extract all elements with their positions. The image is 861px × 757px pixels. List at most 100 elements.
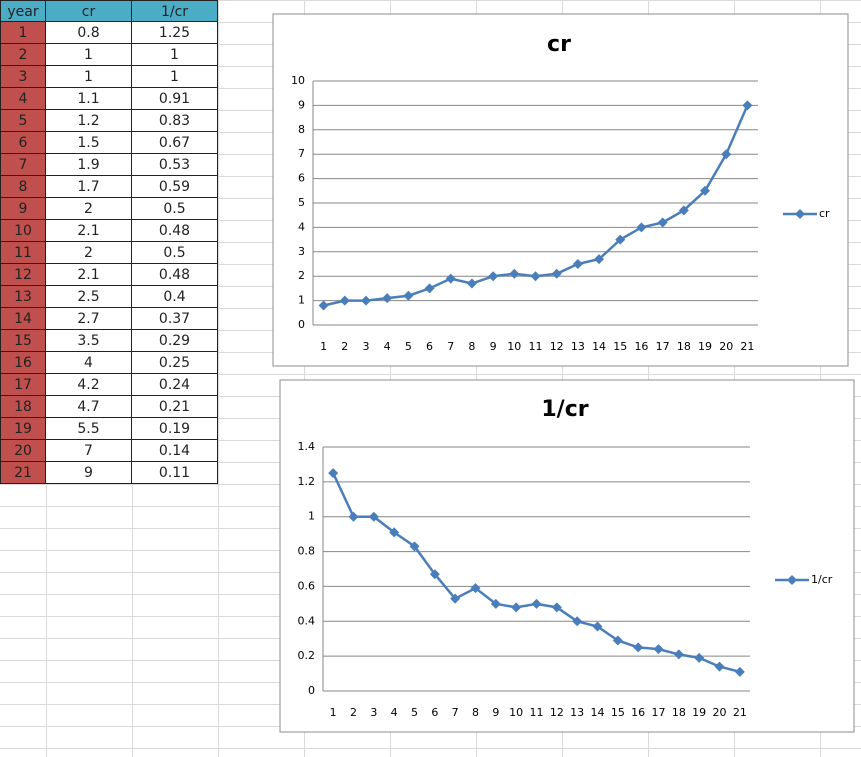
chart-title: cr bbox=[547, 32, 571, 57]
data-marker bbox=[572, 616, 583, 627]
x-tick-label: 7 bbox=[447, 340, 454, 353]
y-tick-label: 9 bbox=[298, 98, 305, 111]
table-cell: 4 bbox=[0, 88, 46, 110]
x-tick-label: 9 bbox=[492, 706, 499, 719]
x-tick-label: 4 bbox=[391, 706, 398, 719]
data-marker bbox=[657, 217, 668, 228]
y-tick-label: 0.6 bbox=[298, 579, 316, 592]
y-tick-label: 8 bbox=[298, 123, 305, 136]
table-cell: 0.48 bbox=[132, 264, 218, 286]
table-cell: 4 bbox=[46, 352, 132, 374]
table-cell: 0.14 bbox=[132, 440, 218, 462]
table-cell: 19 bbox=[0, 418, 46, 440]
table-cell: 1 bbox=[0, 22, 46, 44]
table-cell: 1.7 bbox=[46, 176, 132, 198]
data-marker bbox=[530, 271, 541, 282]
table-cell: 5 bbox=[0, 110, 46, 132]
y-tick-label: 1 bbox=[308, 510, 315, 523]
x-tick-label: 2 bbox=[341, 340, 348, 353]
x-tick-label: 15 bbox=[613, 340, 627, 353]
data-marker bbox=[734, 666, 745, 677]
table-cell: 0.25 bbox=[132, 352, 218, 374]
table-cell: 0.53 bbox=[132, 154, 218, 176]
y-tick-label: 1 bbox=[298, 294, 305, 307]
x-tick-label: 3 bbox=[370, 706, 377, 719]
table-cell: 1.2 bbox=[46, 110, 132, 132]
table-cell: 3 bbox=[0, 66, 46, 88]
data-marker bbox=[594, 254, 605, 265]
x-tick-label: 12 bbox=[550, 706, 564, 719]
table-cell: year bbox=[0, 0, 46, 22]
table-cell: 0.48 bbox=[132, 220, 218, 242]
y-tick-label: 6 bbox=[298, 172, 305, 185]
table-cell: 0.4 bbox=[132, 286, 218, 308]
y-tick-label: 10 bbox=[291, 74, 305, 87]
data-marker bbox=[615, 234, 626, 245]
y-tick-label: 2 bbox=[298, 269, 305, 282]
data-marker bbox=[382, 293, 393, 304]
table-cell: 21 bbox=[0, 462, 46, 484]
table-cell: 7 bbox=[0, 154, 46, 176]
data-marker bbox=[328, 468, 339, 479]
data-marker bbox=[450, 593, 461, 604]
table-cell: 1.25 bbox=[132, 22, 218, 44]
x-tick-label: 20 bbox=[719, 340, 733, 353]
chart-frame bbox=[272, 13, 849, 367]
y-tick-label: 0.8 bbox=[298, 545, 316, 558]
y-tick-label: 1.4 bbox=[298, 440, 316, 453]
data-marker bbox=[445, 273, 456, 284]
data-marker bbox=[678, 205, 689, 216]
x-tick-label: 17 bbox=[652, 706, 666, 719]
data-marker bbox=[673, 649, 684, 660]
x-tick-label: 18 bbox=[677, 340, 691, 353]
x-tick-label: 19 bbox=[698, 340, 712, 353]
data-marker bbox=[488, 271, 499, 282]
table-cell: 3.5 bbox=[46, 330, 132, 352]
data-marker bbox=[403, 290, 414, 301]
legend-marker bbox=[795, 209, 805, 219]
y-tick-label: 7 bbox=[298, 147, 305, 160]
table-cell: 0.91 bbox=[132, 88, 218, 110]
x-tick-label: 2 bbox=[350, 706, 357, 719]
table-cell: 0.21 bbox=[132, 396, 218, 418]
data-marker bbox=[339, 295, 350, 306]
x-tick-label: 5 bbox=[405, 340, 412, 353]
table-cell: 1 bbox=[46, 66, 132, 88]
data-marker bbox=[636, 222, 647, 233]
table-cell: 17 bbox=[0, 374, 46, 396]
table-cell: 4.2 bbox=[46, 374, 132, 396]
table-cell: cr bbox=[46, 0, 132, 22]
legend-marker bbox=[787, 575, 797, 585]
x-tick-label: 5 bbox=[411, 706, 418, 719]
data-marker bbox=[368, 511, 379, 522]
table-cell: 2 bbox=[46, 242, 132, 264]
chart-title: 1/cr bbox=[541, 397, 588, 422]
x-tick-label: 13 bbox=[570, 706, 584, 719]
y-tick-label: 0.2 bbox=[298, 649, 316, 662]
x-tick-label: 21 bbox=[733, 706, 747, 719]
table-cell: 2 bbox=[46, 198, 132, 220]
data-marker bbox=[470, 583, 481, 594]
table-cell: 0.37 bbox=[132, 308, 218, 330]
data-marker bbox=[509, 268, 520, 279]
x-tick-label: 10 bbox=[509, 706, 523, 719]
legend-label: cr bbox=[819, 207, 830, 220]
table-cell: 20 bbox=[0, 440, 46, 462]
data-marker bbox=[424, 283, 435, 294]
x-tick-label: 9 bbox=[490, 340, 497, 353]
data-marker bbox=[714, 661, 725, 672]
table-cell: 8 bbox=[0, 176, 46, 198]
table-cell: 4.7 bbox=[46, 396, 132, 418]
data-marker bbox=[721, 149, 732, 160]
x-tick-label: 1 bbox=[320, 340, 327, 353]
data-marker bbox=[348, 511, 359, 522]
table-cell: 0.29 bbox=[132, 330, 218, 352]
y-tick-label: 4 bbox=[298, 220, 305, 233]
table-cell: 6 bbox=[0, 132, 46, 154]
y-tick-label: 1.2 bbox=[298, 475, 316, 488]
x-tick-label: 6 bbox=[431, 706, 438, 719]
x-tick-label: 16 bbox=[634, 340, 648, 353]
data-marker bbox=[389, 527, 400, 538]
